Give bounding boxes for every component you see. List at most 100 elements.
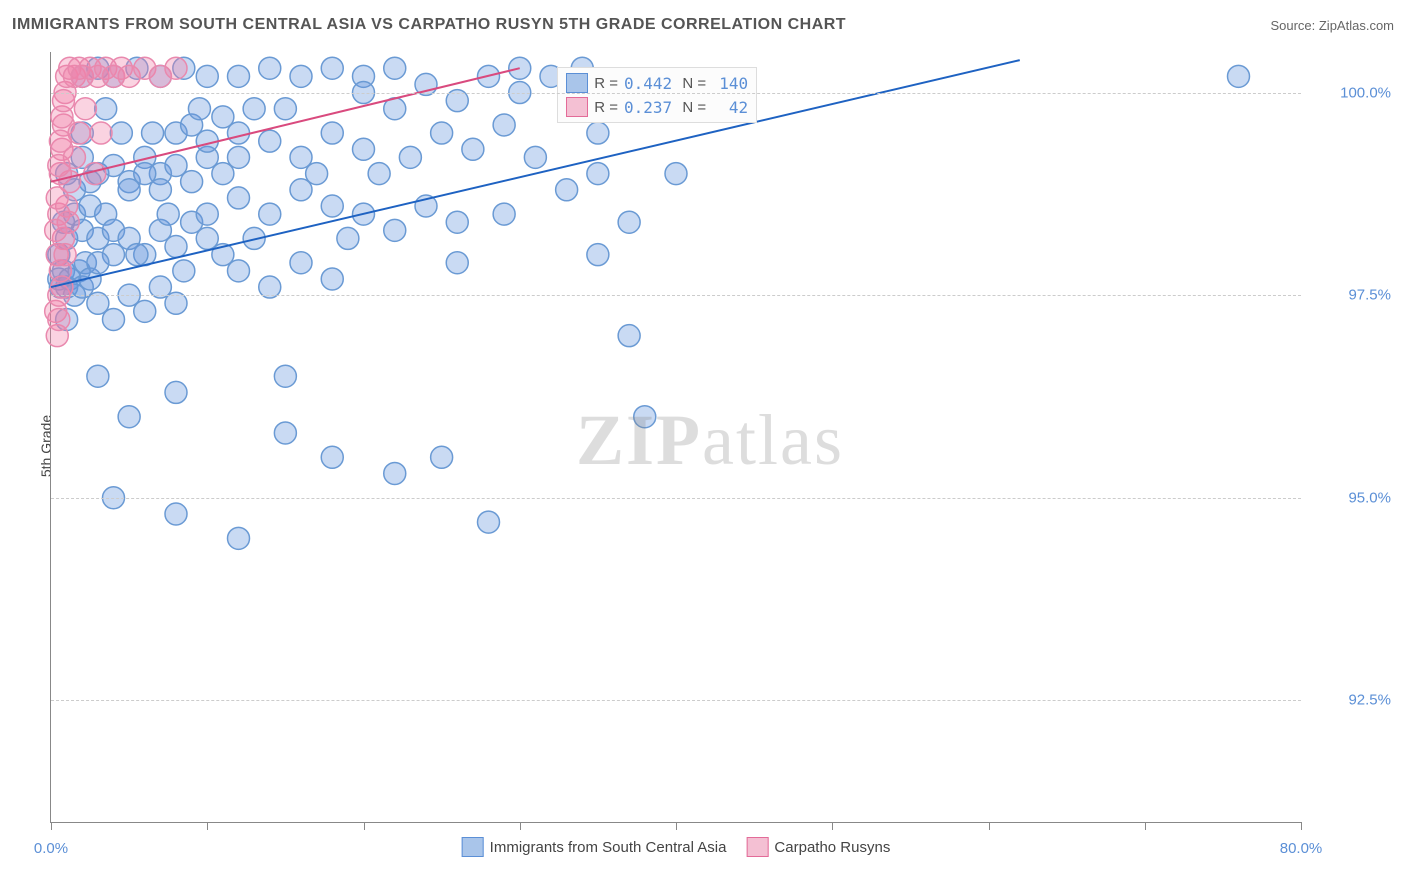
data-point bbox=[228, 65, 250, 87]
legend-n-label: N = bbox=[678, 75, 706, 92]
gridline bbox=[51, 93, 1301, 94]
data-point bbox=[462, 138, 484, 160]
data-point bbox=[110, 122, 132, 144]
data-point bbox=[103, 308, 125, 330]
data-point bbox=[173, 260, 195, 282]
x-tick bbox=[1301, 822, 1302, 830]
data-point bbox=[228, 146, 250, 168]
data-point bbox=[353, 138, 375, 160]
plot-area: ZIPatlas R =0.442 N =140R =0.237 N =42 I… bbox=[50, 52, 1301, 823]
gridline bbox=[51, 498, 1301, 499]
data-point bbox=[274, 422, 296, 444]
data-point bbox=[1228, 65, 1250, 87]
data-point bbox=[259, 130, 281, 152]
data-point bbox=[95, 98, 117, 120]
legend-r-label: R = bbox=[594, 75, 618, 92]
legend-n-value: 42 bbox=[712, 98, 748, 117]
data-point bbox=[142, 122, 164, 144]
data-point bbox=[274, 98, 296, 120]
data-point bbox=[87, 252, 109, 274]
data-point bbox=[243, 98, 265, 120]
data-point bbox=[228, 527, 250, 549]
data-point bbox=[478, 511, 500, 533]
data-point bbox=[587, 244, 609, 266]
data-point bbox=[134, 300, 156, 322]
legend-r-value: 0.442 bbox=[624, 74, 672, 93]
x-tick bbox=[989, 822, 990, 830]
data-point bbox=[126, 244, 148, 266]
x-tick-label: 80.0% bbox=[1280, 840, 1323, 857]
data-point bbox=[321, 195, 343, 217]
data-point bbox=[165, 57, 187, 79]
data-point bbox=[493, 114, 515, 136]
data-point bbox=[290, 65, 312, 87]
y-tick-label: 95.0% bbox=[1311, 489, 1391, 506]
legend-n-value: 140 bbox=[712, 74, 748, 93]
legend-stats: R =0.442 N =140R =0.237 N =42 bbox=[557, 67, 757, 123]
data-point bbox=[157, 203, 179, 225]
data-point bbox=[321, 57, 343, 79]
data-point bbox=[446, 211, 468, 233]
data-point bbox=[493, 203, 515, 225]
data-point bbox=[321, 122, 343, 144]
data-point bbox=[54, 244, 76, 266]
data-point bbox=[48, 154, 70, 176]
data-point bbox=[446, 252, 468, 274]
chart-title: IMMIGRANTS FROM SOUTH CENTRAL ASIA VS CA… bbox=[12, 16, 846, 34]
data-point bbox=[228, 122, 250, 144]
legend-series-item: Carpatho Rusyns bbox=[746, 837, 890, 857]
legend-series-name: Carpatho Rusyns bbox=[774, 839, 890, 856]
data-point bbox=[384, 57, 406, 79]
x-tick bbox=[364, 822, 365, 830]
x-tick bbox=[520, 822, 521, 830]
source-label: Source: ZipAtlas.com bbox=[1270, 18, 1394, 33]
data-point bbox=[587, 163, 609, 185]
legend-r-value: 0.237 bbox=[624, 98, 672, 117]
data-point bbox=[274, 365, 296, 387]
legend-r-label: R = bbox=[594, 99, 618, 116]
data-point bbox=[259, 57, 281, 79]
legend-swatch bbox=[746, 837, 768, 857]
legend-series-item: Immigrants from South Central Asia bbox=[462, 837, 727, 857]
data-point bbox=[196, 65, 218, 87]
data-point bbox=[431, 446, 453, 468]
data-point bbox=[524, 146, 546, 168]
x-tick bbox=[1145, 822, 1146, 830]
data-point bbox=[118, 406, 140, 428]
data-point bbox=[165, 381, 187, 403]
y-tick-label: 100.0% bbox=[1311, 84, 1391, 101]
data-point bbox=[290, 252, 312, 274]
data-point bbox=[149, 179, 171, 201]
x-tick bbox=[207, 822, 208, 830]
title-bar: IMMIGRANTS FROM SOUTH CENTRAL ASIA VS CA… bbox=[12, 10, 1394, 40]
data-point bbox=[399, 146, 421, 168]
data-point bbox=[259, 203, 281, 225]
x-tick bbox=[832, 822, 833, 830]
data-point bbox=[46, 187, 68, 209]
y-tick-label: 92.5% bbox=[1311, 692, 1391, 709]
data-point bbox=[384, 219, 406, 241]
legend-swatch bbox=[566, 73, 588, 93]
data-point bbox=[618, 325, 640, 347]
x-tick bbox=[676, 822, 677, 830]
x-tick bbox=[51, 822, 52, 830]
data-point bbox=[196, 203, 218, 225]
data-point bbox=[368, 163, 390, 185]
data-point bbox=[90, 122, 112, 144]
data-point bbox=[431, 122, 453, 144]
data-point bbox=[181, 171, 203, 193]
data-point bbox=[337, 227, 359, 249]
legend-stat-row: R =0.237 N =42 bbox=[566, 95, 748, 119]
y-tick-label: 97.5% bbox=[1311, 287, 1391, 304]
legend-series: Immigrants from South Central Asia Carpat… bbox=[462, 837, 891, 857]
legend-swatch bbox=[462, 837, 484, 857]
x-tick-label: 0.0% bbox=[34, 840, 68, 857]
data-point bbox=[48, 308, 70, 330]
data-point bbox=[45, 219, 67, 241]
data-point bbox=[556, 179, 578, 201]
gridline bbox=[51, 295, 1301, 296]
legend-series-name: Immigrants from South Central Asia bbox=[490, 839, 727, 856]
data-point bbox=[618, 211, 640, 233]
data-point bbox=[188, 98, 210, 120]
gridline bbox=[51, 700, 1301, 701]
